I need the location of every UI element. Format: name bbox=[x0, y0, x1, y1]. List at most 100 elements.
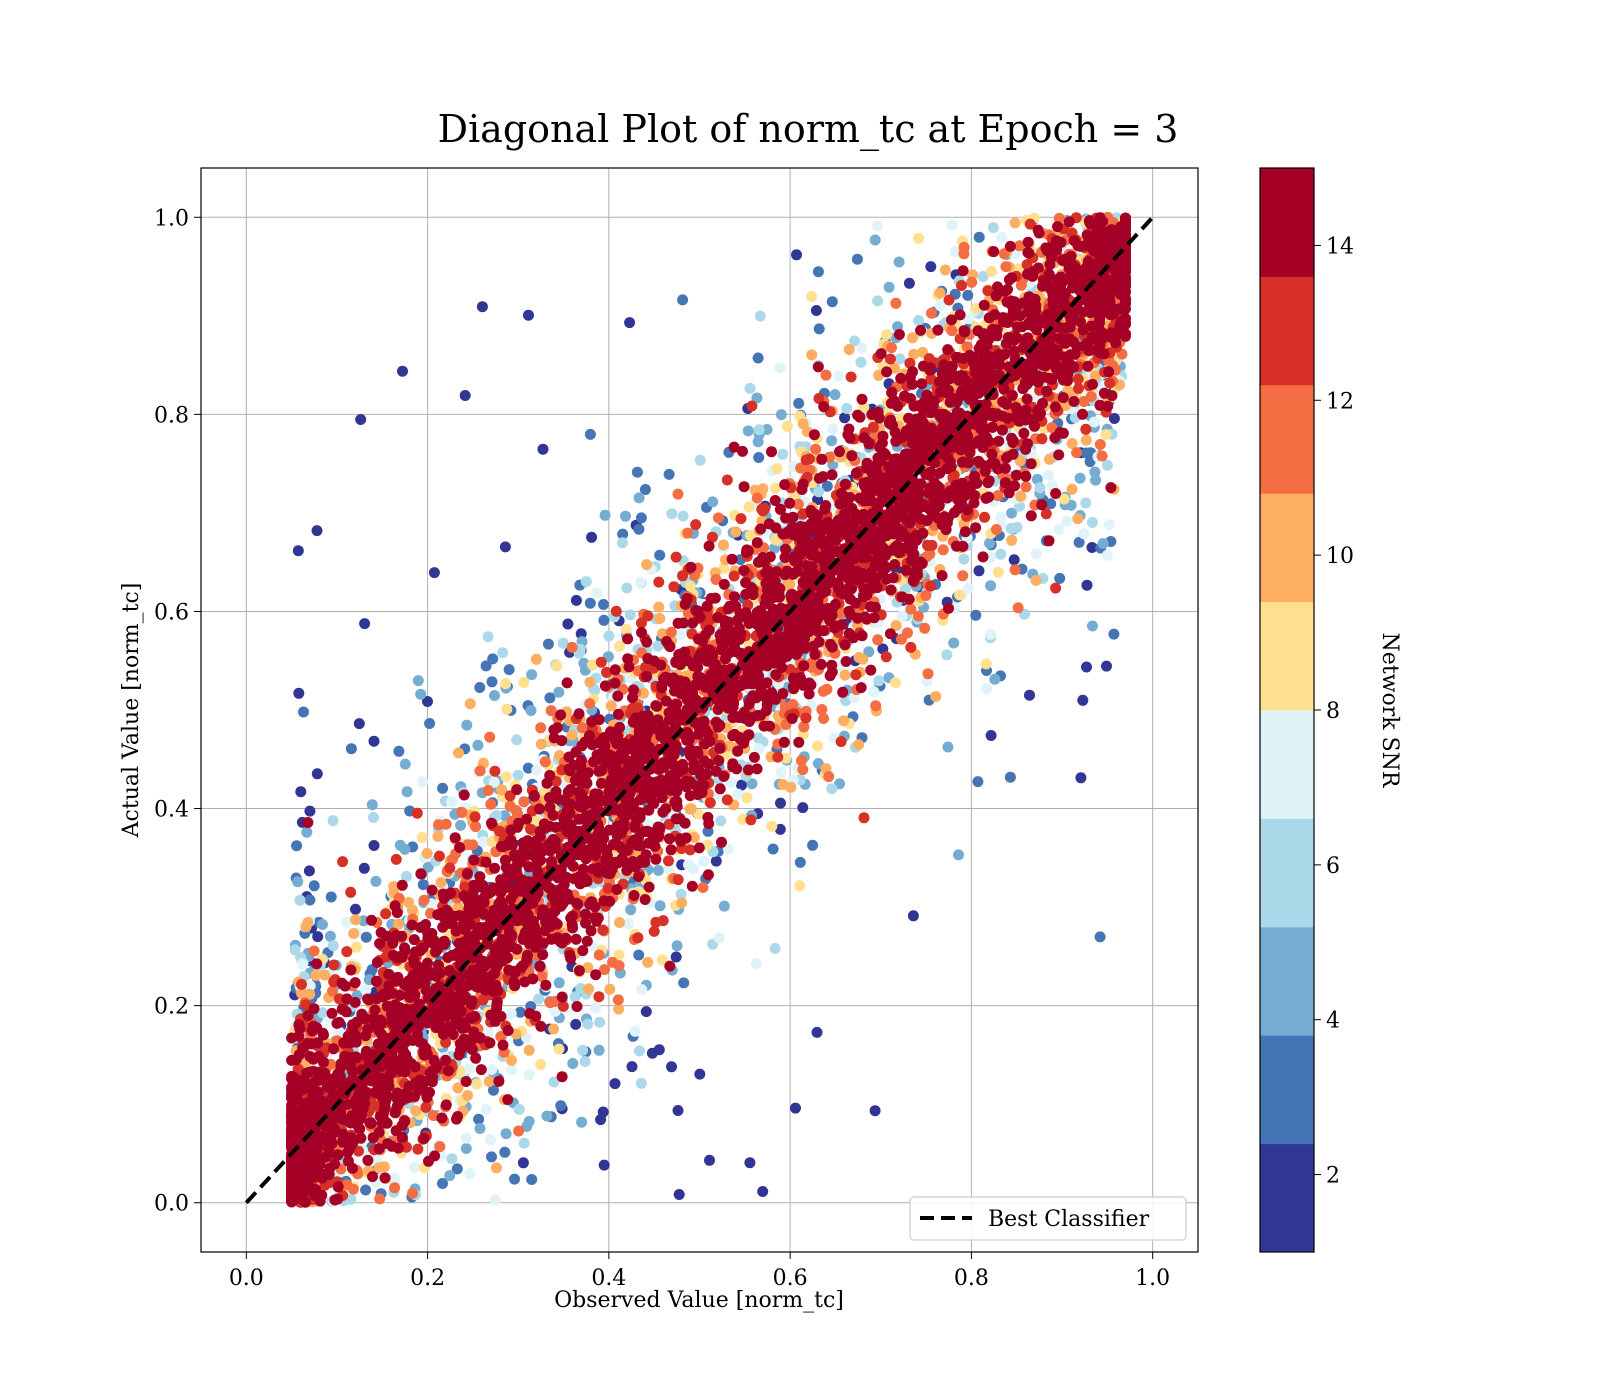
scatter-point bbox=[586, 531, 598, 543]
scatter-point bbox=[525, 705, 537, 716]
scatter-point bbox=[677, 570, 688, 582]
scatter-point bbox=[1094, 931, 1106, 943]
scatter-point bbox=[393, 918, 404, 930]
scatter-point bbox=[500, 771, 512, 783]
scatter-point bbox=[1087, 378, 1098, 390]
scatter-point bbox=[949, 246, 961, 258]
scatter-point bbox=[624, 609, 636, 621]
scatter-point bbox=[829, 389, 841, 401]
scatter-point bbox=[1090, 474, 1102, 486]
scatter-point bbox=[401, 870, 412, 882]
scatter-point bbox=[673, 1189, 685, 1200]
scatter-point bbox=[820, 369, 832, 381]
scatter-point bbox=[653, 1044, 665, 1056]
scatter-point bbox=[970, 609, 982, 621]
scatter-point bbox=[594, 1016, 606, 1028]
scatter-point bbox=[772, 751, 784, 763]
scatter-point bbox=[1006, 534, 1018, 546]
scatter-point bbox=[774, 362, 786, 374]
scatter-point bbox=[453, 747, 464, 759]
scatter-point bbox=[682, 527, 694, 539]
scatter-point bbox=[1058, 493, 1070, 505]
scatter-point bbox=[813, 323, 825, 335]
scatter-point bbox=[872, 295, 884, 307]
scatter-point bbox=[583, 983, 595, 995]
scatter-point bbox=[934, 287, 946, 299]
scatter-point bbox=[471, 1078, 483, 1090]
scatter-point bbox=[598, 599, 609, 610]
scatter-point bbox=[757, 505, 769, 517]
scatter-point bbox=[636, 984, 648, 996]
scatter-point bbox=[1086, 542, 1098, 553]
scatter-point bbox=[812, 740, 824, 752]
scatter-point bbox=[551, 660, 563, 672]
scatter-point bbox=[433, 819, 444, 831]
scatter-point bbox=[1061, 515, 1073, 527]
scatter-points bbox=[286, 211, 1131, 1208]
scatter-point bbox=[399, 843, 411, 855]
scatter-point bbox=[908, 348, 920, 360]
scatter-point bbox=[482, 785, 494, 796]
scatter-point bbox=[582, 962, 594, 974]
scatter-point bbox=[1036, 499, 1048, 511]
scatter-point bbox=[459, 390, 471, 401]
scatter-point bbox=[412, 675, 424, 687]
scatter-point bbox=[881, 329, 893, 341]
scatter-point bbox=[480, 660, 492, 672]
scatter-point bbox=[584, 597, 596, 609]
scatter-point bbox=[1000, 261, 1012, 273]
scatter-point bbox=[410, 1105, 422, 1117]
scatter-point bbox=[913, 315, 925, 326]
scatter-point bbox=[553, 1043, 565, 1055]
scatter-point bbox=[632, 932, 644, 944]
scatter-point bbox=[958, 553, 970, 565]
scatter-point bbox=[779, 479, 791, 491]
scatter-point bbox=[1008, 554, 1020, 566]
scatter-point bbox=[614, 640, 626, 652]
scatter-point bbox=[593, 949, 605, 961]
scatter-point bbox=[855, 356, 867, 368]
scatter-point bbox=[548, 1023, 560, 1035]
scatter-point bbox=[1097, 538, 1109, 549]
scatter-point bbox=[858, 812, 870, 824]
scatter-point bbox=[713, 932, 725, 944]
scatter-point bbox=[1077, 694, 1089, 706]
scatter-point bbox=[1066, 438, 1078, 449]
scatter-point bbox=[614, 917, 625, 928]
scatter-point bbox=[1031, 473, 1043, 485]
scatter-point bbox=[485, 798, 497, 810]
scatter-point bbox=[417, 879, 429, 891]
scatter-point bbox=[512, 769, 524, 781]
scatter-point bbox=[806, 349, 818, 361]
scatter-point bbox=[653, 576, 665, 588]
scatter-point bbox=[642, 956, 654, 968]
scatter-point bbox=[1078, 528, 1090, 540]
scatter-point bbox=[518, 796, 530, 808]
scatter-point bbox=[526, 1174, 538, 1185]
scatter-point bbox=[777, 778, 789, 790]
scatter-point bbox=[946, 219, 958, 231]
scatter-point bbox=[990, 524, 1002, 535]
scatter-point bbox=[1100, 429, 1112, 440]
scatter-point bbox=[754, 310, 766, 322]
scatter-point bbox=[666, 1061, 677, 1073]
scatter-point bbox=[985, 580, 997, 592]
scatter-point bbox=[872, 634, 884, 646]
scatter-point bbox=[744, 1157, 756, 1169]
scatter-point bbox=[530, 815, 542, 827]
scatter-point bbox=[397, 365, 408, 377]
scatter-point bbox=[584, 698, 596, 710]
scatter-point bbox=[598, 614, 610, 626]
scatter-point bbox=[368, 812, 379, 823]
scatter-point bbox=[351, 941, 362, 953]
scatter-point bbox=[484, 1134, 496, 1146]
scatter-point bbox=[767, 843, 779, 855]
scatter-point bbox=[654, 549, 666, 561]
scatter-point bbox=[683, 859, 694, 871]
scatter-point bbox=[893, 329, 905, 340]
scatter-point bbox=[672, 488, 684, 500]
scatter-point bbox=[411, 807, 423, 819]
scatter-point bbox=[1015, 490, 1027, 502]
scatter-point bbox=[934, 300, 946, 312]
scatter-point bbox=[1080, 423, 1092, 435]
